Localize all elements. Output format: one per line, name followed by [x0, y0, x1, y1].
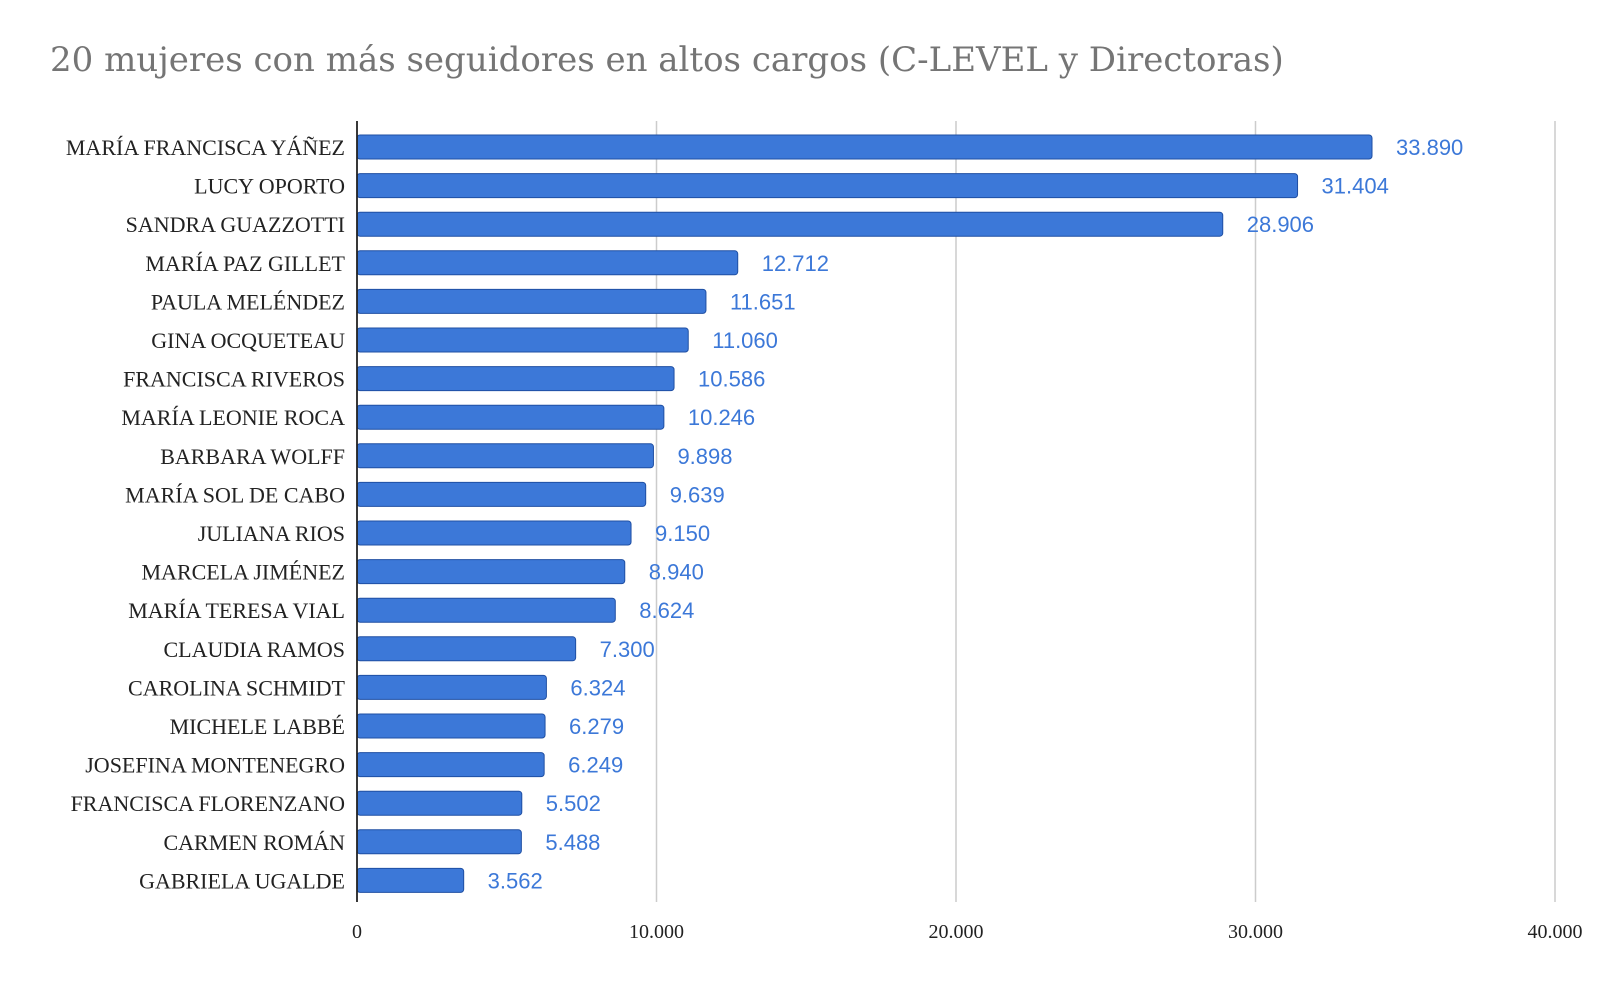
data-label: 10.586	[698, 367, 765, 392]
value-labels: 33.890 31.404 28.906 12.712 11.651 11.060 10.5…	[488, 135, 1464, 893]
x-tick-label: 10.000	[629, 921, 684, 943]
category-label: FRANCISCA RIVEROS	[123, 367, 345, 392]
data-label: 8.624	[639, 598, 694, 623]
bar	[356, 443, 654, 469]
bar	[356, 327, 689, 353]
data-label: 6.324	[570, 675, 625, 700]
category-label: SANDRA GUAZZOTTI	[126, 212, 345, 237]
bar	[356, 597, 616, 623]
data-label: 9.898	[677, 444, 732, 469]
bar	[356, 674, 547, 700]
bar	[356, 520, 632, 546]
category-label: JOSEFINA MONTENEGRO	[85, 753, 345, 778]
data-label: 3.562	[488, 868, 543, 893]
bar	[356, 366, 675, 392]
bar	[356, 636, 577, 662]
bar	[356, 752, 545, 778]
data-label: 33.890	[1396, 135, 1463, 160]
category-label: LUCY OPORTO	[194, 174, 345, 199]
bar	[356, 713, 546, 739]
data-label: 5.488	[545, 830, 600, 855]
bar	[356, 559, 626, 585]
data-label: 31.404	[1322, 174, 1389, 199]
category-label: GINA OCQUETEAU	[151, 328, 345, 353]
category-label: CAROLINA SCHMIDT	[128, 675, 346, 700]
category-label: GABRIELA UGALDE	[139, 868, 345, 893]
category-label: MICHELE LABBÉ	[170, 714, 345, 739]
x-tick-label: 30.000	[1228, 921, 1283, 943]
x-tick-label: 0	[352, 921, 362, 943]
category-label: MARÍA FRANCISCA YÁÑEZ	[66, 135, 345, 160]
bars	[356, 134, 1373, 893]
bar	[356, 867, 465, 893]
data-label: 8.940	[649, 560, 704, 585]
gridlines	[655, 121, 1556, 902]
category-label: FRANCISCA FLORENZANO	[71, 791, 345, 816]
data-label: 6.249	[568, 753, 623, 778]
data-label: 28.906	[1247, 212, 1314, 237]
category-label: MARCELA JIMÉNEZ	[142, 560, 346, 585]
data-label: 12.712	[762, 251, 829, 276]
bar	[356, 211, 1224, 237]
x-tick-label: 40.000	[1528, 921, 1583, 943]
axes: 0 10.000 20.000 30.000 40.000	[352, 121, 1583, 943]
category-label: MARÍA PAZ GILLET	[145, 251, 345, 276]
data-label: 9.150	[655, 521, 710, 546]
category-label: CARMEN ROMÁN	[163, 830, 345, 855]
bar	[356, 790, 523, 816]
category-label: CLAUDIA RAMOS	[163, 637, 345, 662]
category-label: MARÍA SOL DE CABO	[125, 482, 345, 507]
x-tick-label: 20.000	[929, 921, 984, 943]
data-label: 7.300	[600, 637, 655, 662]
bar	[356, 250, 739, 276]
category-label: BARBARA WOLFF	[160, 444, 345, 469]
bar	[356, 404, 665, 430]
category-labels: MARÍA FRANCISCA YÁÑEZ LUCY OPORTO SANDRA G…	[66, 135, 346, 893]
bar	[356, 288, 707, 314]
chart-title: 20 mujeres con más seguidores en altos c…	[50, 40, 1284, 80]
category-label: MARÍA TERESA VIAL	[128, 598, 345, 623]
data-label: 11.651	[730, 289, 796, 314]
data-label: 5.502	[546, 791, 601, 816]
bar	[356, 481, 647, 507]
data-label: 10.246	[688, 405, 755, 430]
bar	[356, 173, 1299, 199]
bar	[356, 829, 522, 855]
data-label: 11.060	[712, 328, 778, 353]
category-label: JULIANA RIOS	[198, 521, 345, 546]
category-label: MARÍA LEONIE ROCA	[121, 405, 345, 430]
bar	[356, 134, 1373, 160]
data-label: 9.639	[670, 482, 725, 507]
data-label: 6.279	[569, 714, 624, 739]
category-label: PAULA MELÉNDEZ	[151, 289, 345, 314]
